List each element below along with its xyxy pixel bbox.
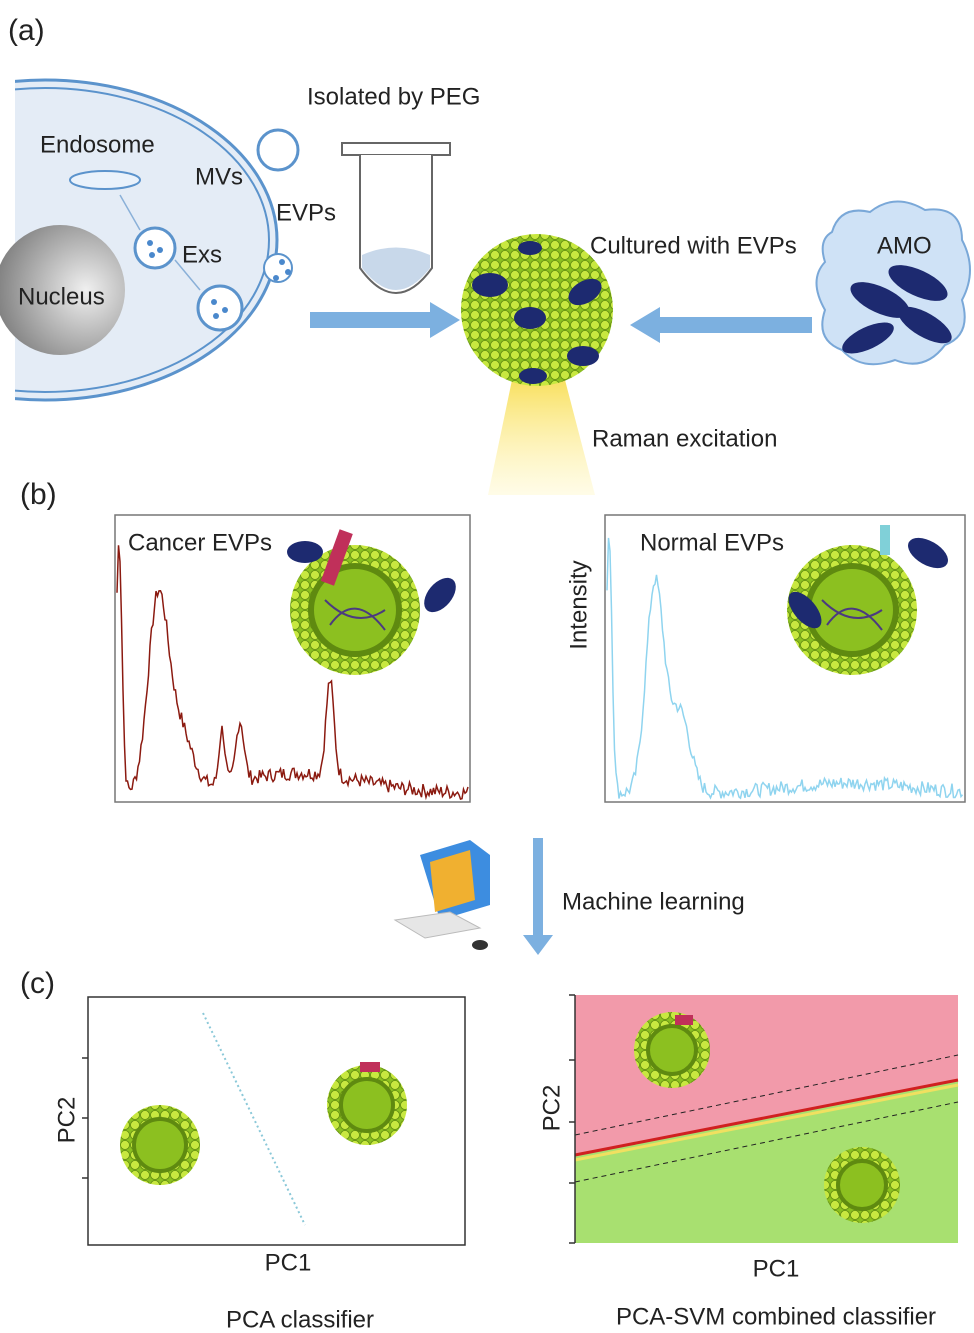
panel-label: (b) xyxy=(20,478,57,511)
ml-label: Machine learning xyxy=(562,888,745,915)
spectrum-box xyxy=(605,515,965,802)
arrow xyxy=(523,838,553,955)
mvs-label: MVs xyxy=(195,163,243,190)
cancer-label: Cancer EVPs xyxy=(128,529,272,556)
evp-icon xyxy=(824,1147,900,1223)
x-axis-label: PC1 xyxy=(753,1255,800,1282)
exs-label: Exs xyxy=(182,241,222,268)
vesicle xyxy=(135,228,175,268)
vesicle xyxy=(198,286,242,330)
tube xyxy=(342,143,450,293)
figure: (a) Endosome MVs EVPs Exs Nucleus Isolat… xyxy=(0,0,974,1333)
panel-label: (c) xyxy=(20,967,55,1000)
y-axis-label: PC2 xyxy=(538,1085,565,1132)
y-axis-label: PC2 xyxy=(53,1097,80,1144)
caption: PCA classifier xyxy=(226,1306,374,1333)
bud xyxy=(258,130,298,170)
computer-icon xyxy=(395,840,490,950)
caption: PCA-SVM combined classifier xyxy=(616,1303,936,1330)
evps-label: EVPs xyxy=(276,199,336,226)
endosome-label: Endosome xyxy=(40,131,155,158)
normal-label: Normal EVPs xyxy=(640,529,784,556)
amo-label: AMO xyxy=(877,232,932,259)
isolated-label: Isolated by PEG xyxy=(307,83,480,110)
y-axis-label: Intensity xyxy=(565,560,592,649)
nucleus-label: Nucleus xyxy=(18,283,105,310)
cultured-label: Cultured with EVPs xyxy=(590,232,797,259)
raman-label: Raman excitation xyxy=(592,425,777,452)
evp-icon xyxy=(120,1105,200,1185)
endosome-shape xyxy=(70,171,140,189)
panel-label: (a) xyxy=(8,14,45,47)
raman-beam xyxy=(488,380,595,495)
evp-icon xyxy=(634,1012,710,1088)
x-axis-label: PC1 xyxy=(265,1249,312,1276)
